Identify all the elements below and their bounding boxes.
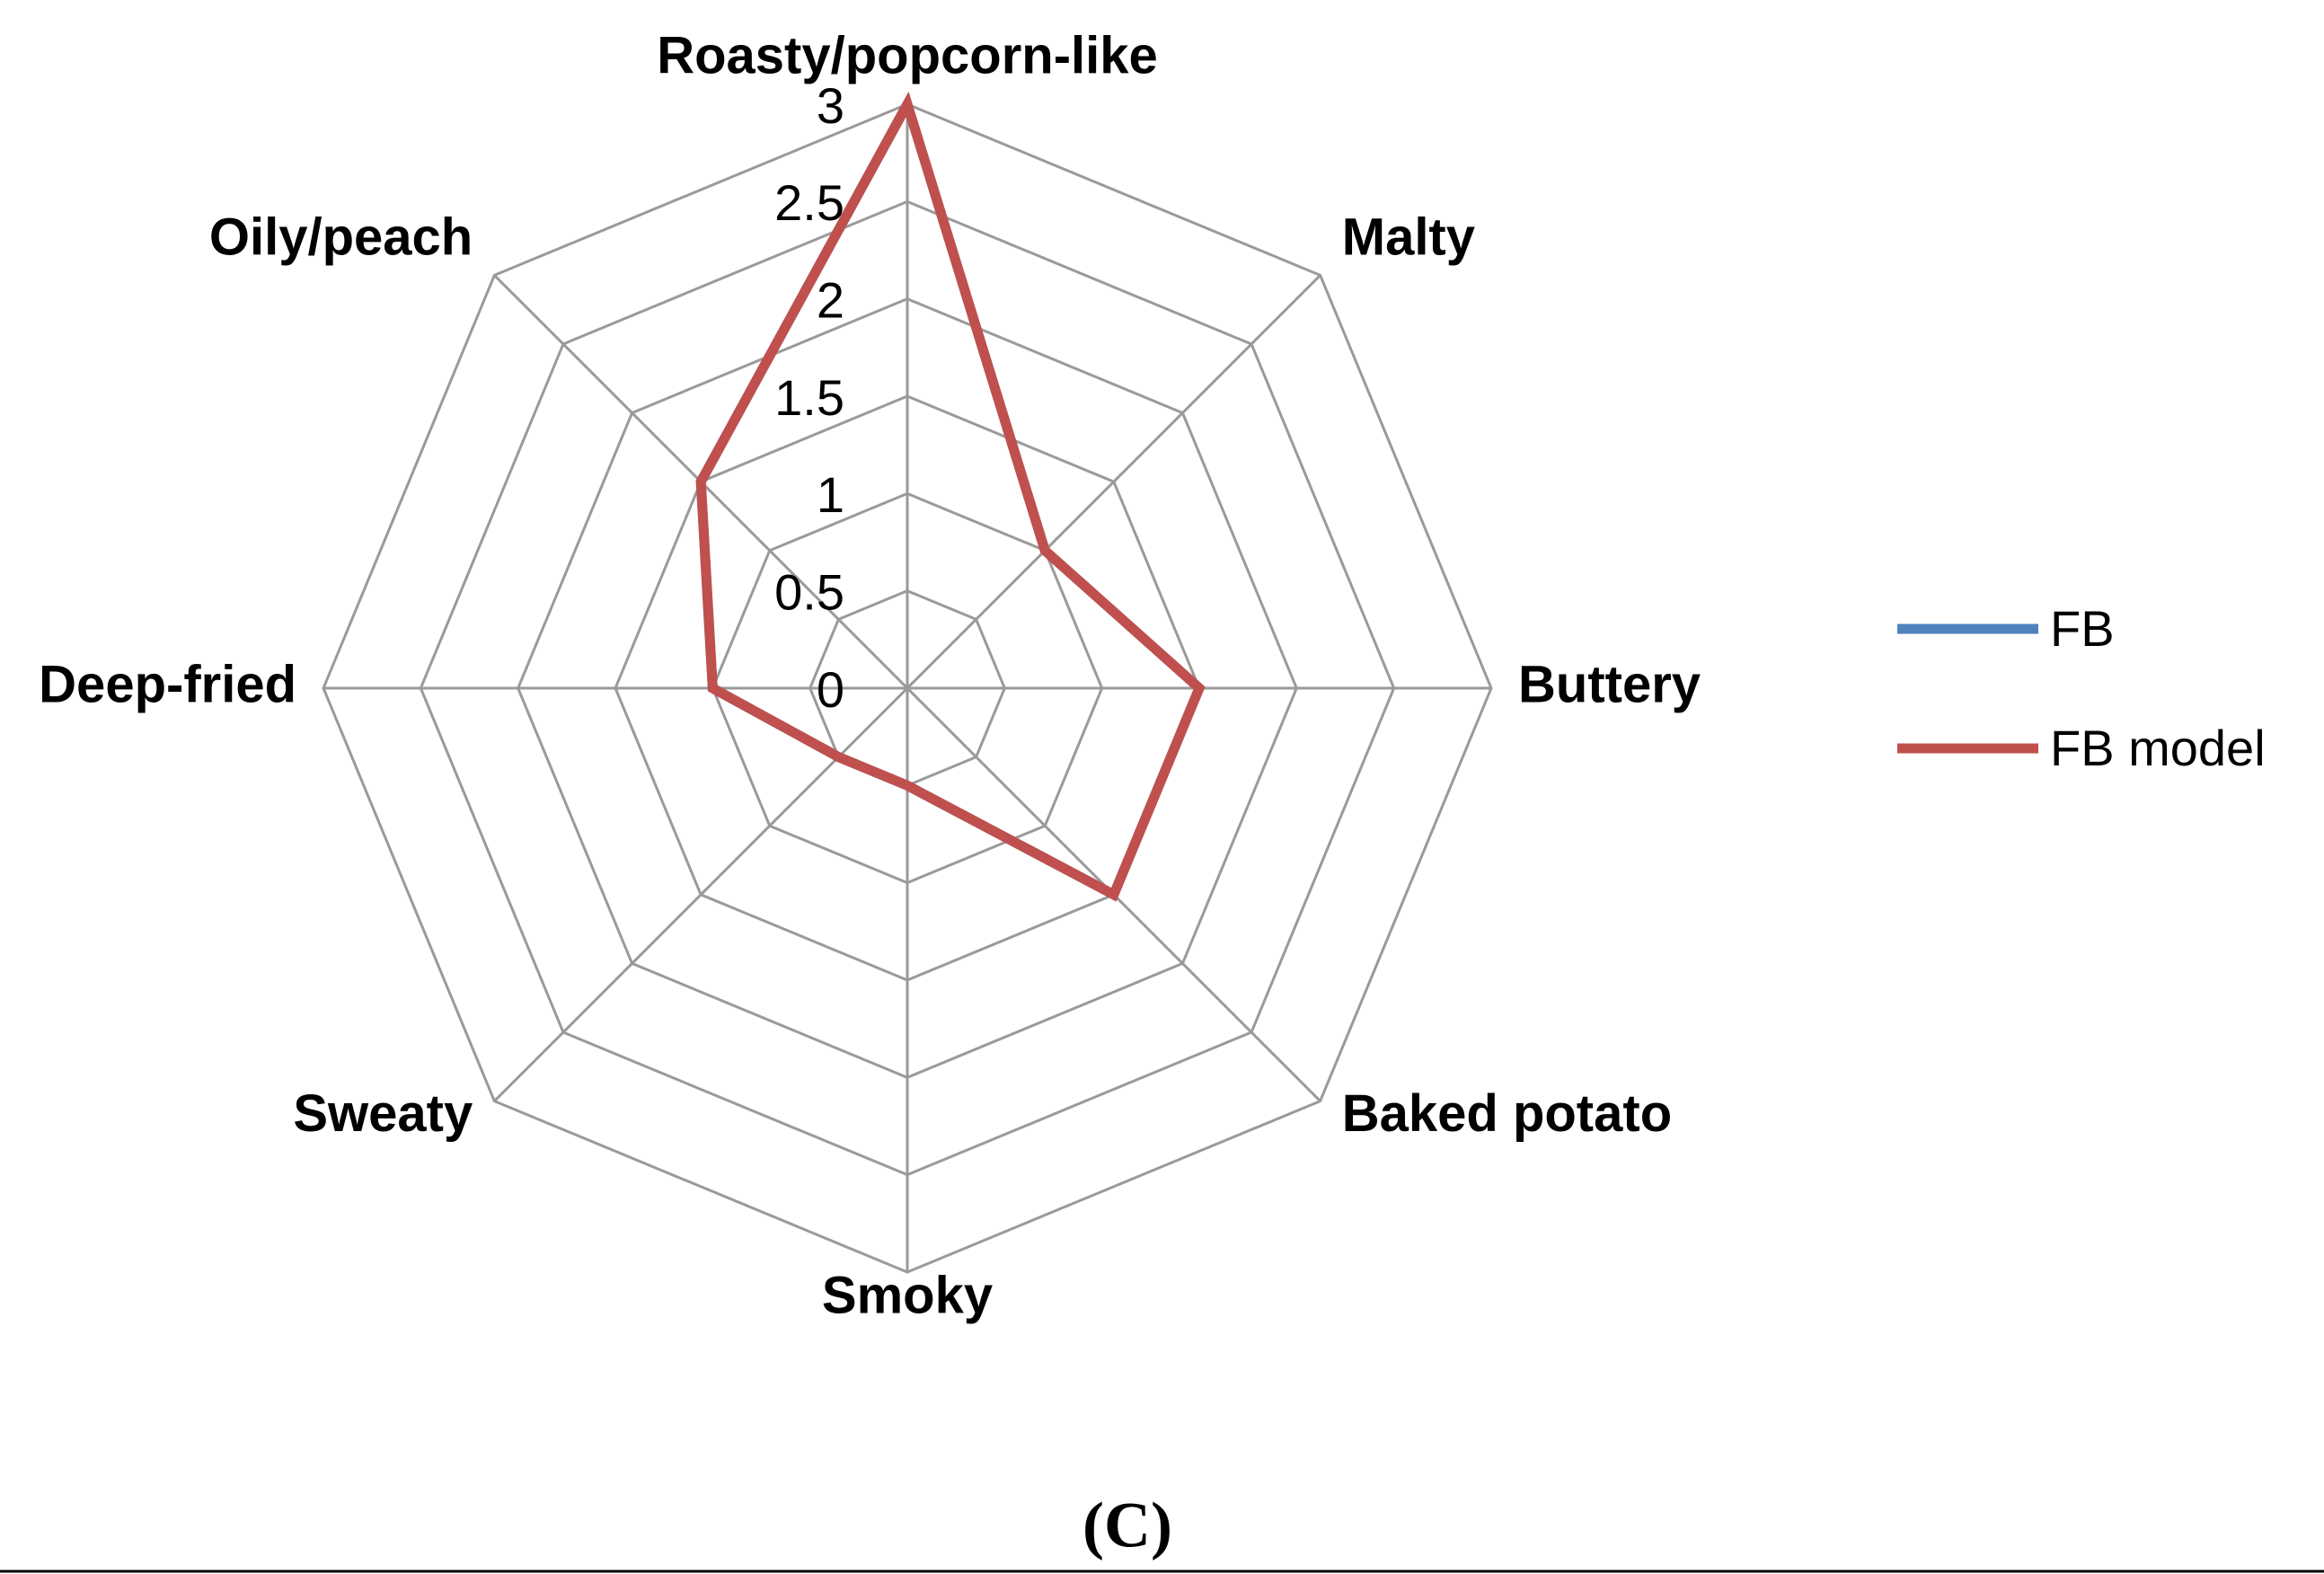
category-label: Buttery bbox=[1518, 655, 1701, 713]
tick-label: 0 bbox=[817, 661, 844, 718]
category-label: Smoky bbox=[822, 1266, 993, 1324]
tick-label: 1.5 bbox=[774, 369, 844, 426]
category-label: Deep-fried bbox=[39, 655, 296, 713]
category-label: Malty bbox=[1342, 208, 1475, 266]
spoke bbox=[493, 686, 909, 1102]
category-label: Baked potato bbox=[1342, 1084, 1672, 1143]
category-label: Oily/peach bbox=[209, 208, 473, 266]
tick-label: 0.5 bbox=[774, 563, 844, 620]
spoke bbox=[906, 274, 1321, 690]
legend-label: FB bbox=[2050, 600, 2115, 657]
tick-label: 2 bbox=[817, 271, 844, 328]
category-label: Sweaty bbox=[293, 1084, 473, 1143]
caption: (C) bbox=[1082, 1490, 1172, 1561]
category-label: Roasty/popcorn-like bbox=[657, 26, 1158, 84]
tick-label: 1 bbox=[817, 466, 844, 523]
series-line bbox=[695, 91, 1206, 902]
tick-label: 3 bbox=[817, 77, 844, 134]
tick-label: 2.5 bbox=[774, 174, 844, 231]
legend-label: FB model bbox=[2050, 720, 2266, 776]
